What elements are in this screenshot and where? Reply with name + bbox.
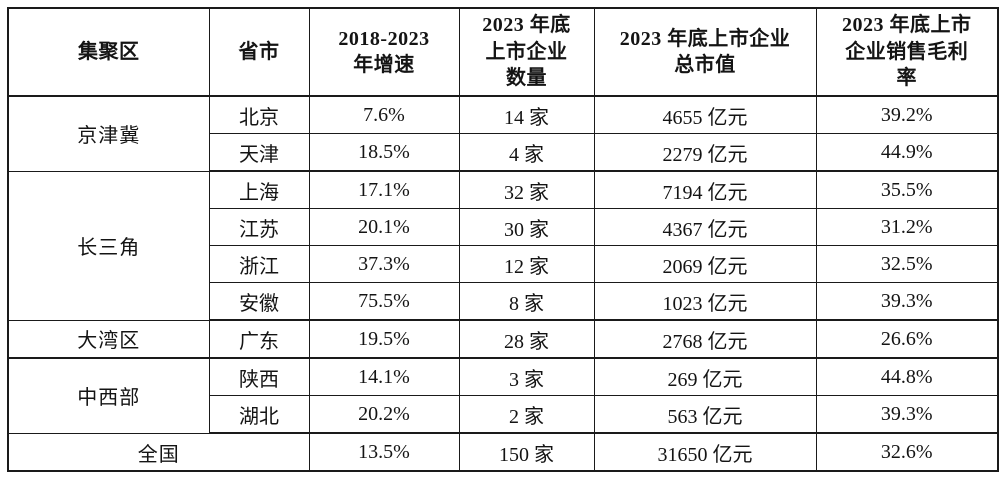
table-row: 浙江 37.3% 12 家 2069 亿元 32.5% [8, 245, 999, 283]
margin-cell: 32.6% [815, 432, 999, 472]
count-cell: 30 家 [458, 208, 595, 246]
growth-cell: 20.1% [308, 208, 460, 246]
region-cell-jingjinji: 京津冀 [7, 95, 210, 172]
count-cell: 4 家 [458, 133, 595, 172]
header-gross-margin: 2023 年底上市 企业销售毛利 率 [815, 7, 999, 97]
province-cell: 浙江 [208, 245, 310, 283]
growth-cell: 75.5% [308, 282, 460, 321]
growth-cell: 17.1% [308, 170, 460, 209]
count-cell: 12 家 [458, 245, 595, 283]
header-market-cap: 2023 年底上市企业 总市值 [593, 7, 817, 97]
market-cap-cell: 4367 亿元 [593, 208, 817, 246]
market-cap-cell: 2069 亿元 [593, 245, 817, 283]
growth-cell: 13.5% [308, 432, 460, 472]
region-cell-changsanjiao: 长三角 [7, 170, 210, 321]
growth-cell: 37.3% [308, 245, 460, 283]
region-cell-zhongxibu: 中西部 [7, 357, 210, 434]
growth-cell: 14.1% [308, 357, 460, 396]
table-row: 天津 18.5% 4 家 2279 亿元 44.9% [8, 133, 999, 172]
header-cluster-region: 集聚区 [7, 7, 210, 97]
province-cell: 湖北 [208, 395, 310, 434]
header-growth-rate: 2018-2023 年增速 [308, 7, 460, 97]
count-cell: 8 家 [458, 282, 595, 321]
table-row: 京津冀 北京 7.6% 14 家 4655 亿元 39.2% [7, 95, 999, 172]
region-cell-dawanqu: 大湾区 [7, 319, 210, 359]
province-cell: 上海 [208, 170, 310, 209]
province-cell: 广东 [208, 319, 310, 359]
table-row: 江苏 20.1% 30 家 4367 亿元 31.2% [8, 208, 999, 246]
market-cap-cell: 1023 亿元 [593, 282, 817, 321]
count-cell: 2 家 [458, 395, 595, 434]
margin-cell: 31.2% [815, 208, 999, 246]
growth-cell: 18.5% [308, 133, 460, 172]
margin-cell: 39.3% [815, 282, 999, 321]
count-cell: 28 家 [458, 319, 595, 359]
province-cell: 陕西 [208, 357, 310, 396]
total-row: 全国 13.5% 150 家 31650 亿元 32.6% [7, 432, 999, 472]
margin-cell: 32.5% [815, 245, 999, 283]
market-cap-cell: 7194 亿元 [593, 170, 817, 209]
market-cap-cell: 4655 亿元 [593, 95, 817, 134]
table-row: 长三角 上海 17.1% 32 家 7194 亿元 35.5% [7, 170, 999, 321]
count-cell: 32 家 [458, 170, 595, 209]
count-cell: 150 家 [458, 432, 595, 472]
province-cell: 北京 [208, 95, 310, 134]
table-row: 中西部 陕西 14.1% 3 家 269 亿元 44.8% [7, 357, 999, 434]
total-label-cell: 全国 [7, 432, 310, 472]
listed-companies-table: 集聚区 省市 2018-2023 年增速 2023 年底 上市企业 数量 202… [7, 7, 999, 472]
market-cap-cell: 31650 亿元 [593, 432, 817, 472]
header-listed-count: 2023 年底 上市企业 数量 [458, 7, 595, 97]
margin-cell: 39.2% [815, 95, 999, 134]
count-cell: 14 家 [458, 95, 595, 134]
market-cap-cell: 269 亿元 [593, 357, 817, 396]
table-row: 安徽 75.5% 8 家 1023 亿元 39.3% [8, 282, 999, 321]
table-row: 湖北 20.2% 2 家 563 亿元 39.3% [8, 395, 999, 434]
market-cap-cell: 2768 亿元 [593, 319, 817, 359]
margin-cell: 26.6% [815, 319, 999, 359]
province-cell: 天津 [208, 133, 310, 172]
margin-cell: 44.9% [815, 133, 999, 172]
margin-cell: 44.8% [815, 357, 999, 396]
market-cap-cell: 563 亿元 [593, 395, 817, 434]
count-cell: 3 家 [458, 357, 595, 396]
growth-cell: 7.6% [308, 95, 460, 134]
table-row: 大湾区 广东 19.5% 28 家 2768 亿元 26.6% [7, 319, 999, 359]
header-province: 省市 [208, 7, 310, 97]
growth-cell: 20.2% [308, 395, 460, 434]
margin-cell: 35.5% [815, 170, 999, 209]
growth-cell: 19.5% [308, 319, 460, 359]
province-cell: 安徽 [208, 282, 310, 321]
province-cell: 江苏 [208, 208, 310, 246]
market-cap-cell: 2279 亿元 [593, 133, 817, 172]
margin-cell: 39.3% [815, 395, 999, 434]
table-header-row: 集聚区 省市 2018-2023 年增速 2023 年底 上市企业 数量 202… [7, 7, 999, 97]
